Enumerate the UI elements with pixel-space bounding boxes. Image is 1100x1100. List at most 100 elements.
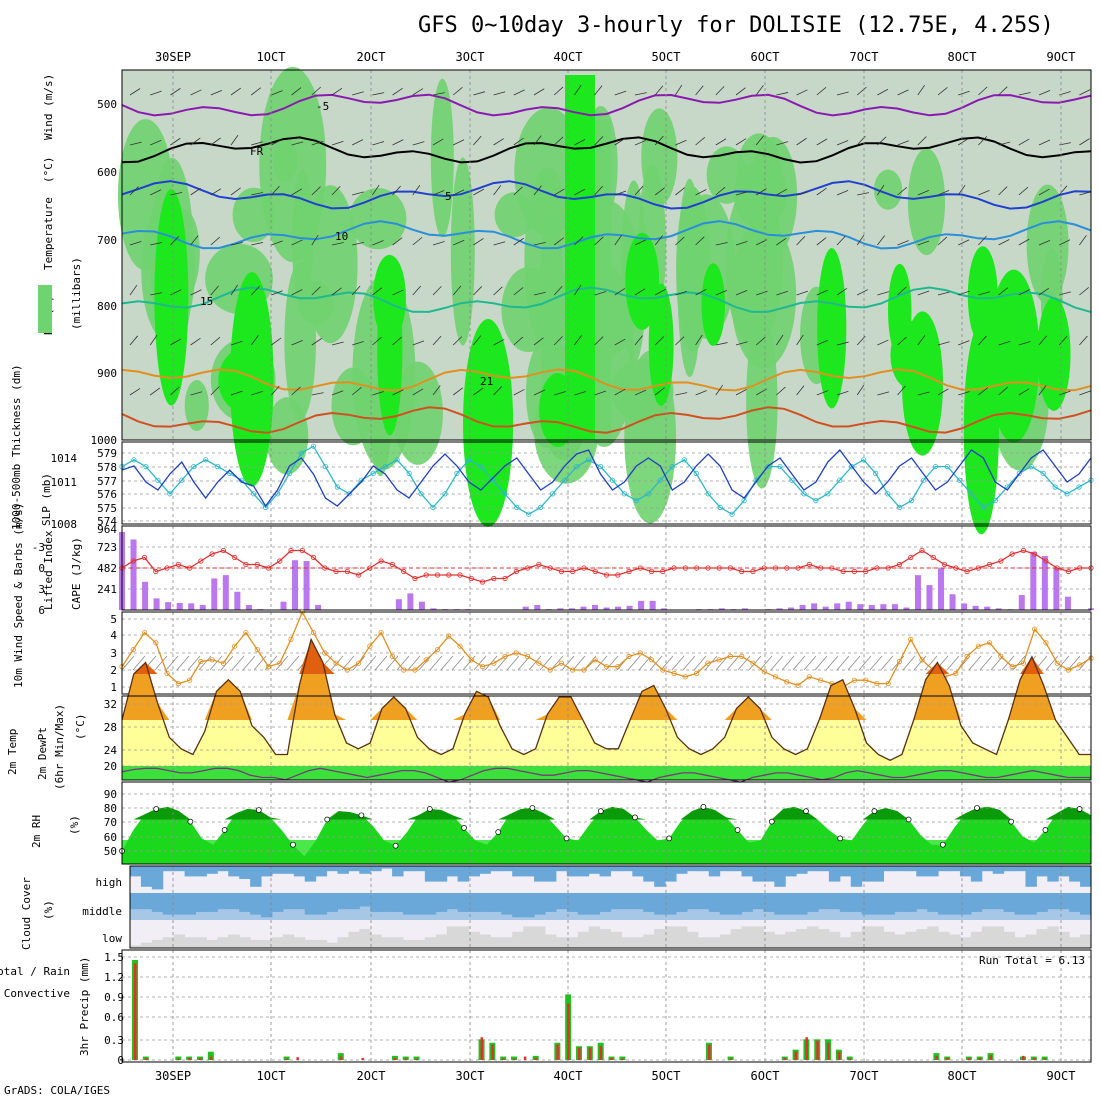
wind-speed-marker: [1043, 640, 1049, 646]
surface-wind-barb: [187, 655, 201, 671]
bottom-date-axis: 30SEP 1OCT 2OCT 3OCT 4OCT 5OCT 6OCT 7OCT 8OCT 9OC…: [155, 1069, 1076, 1083]
cloud-high-bar: [807, 866, 819, 872]
wind-barb: [412, 141, 425, 146]
top-date-axis: 30SEP 1OCT 2OCT 3OCT 4OCT 5OCT 6OCT 7OCT 8OCT 9OC…: [155, 50, 1076, 64]
wind-barb: [735, 290, 748, 296]
cloud-middle-label: middle: [82, 905, 122, 918]
wind-barb: [412, 388, 424, 396]
wind-barb: [877, 136, 887, 146]
wind-barb: [372, 184, 380, 196]
precip-convective-bar: [1043, 1058, 1047, 1060]
cloud-low-bar: [173, 934, 186, 948]
top-date-label: 30SEP: [155, 50, 191, 64]
rh-marker: [324, 816, 331, 823]
wind-barb: [594, 136, 604, 146]
thickness-marker: [143, 463, 149, 470]
wind-barb: [1038, 239, 1051, 246]
surface-wind-barb: [990, 655, 1004, 671]
thickness-marker: [573, 463, 580, 470]
wind-barb: [533, 389, 546, 396]
thickness-marker: [1052, 484, 1058, 490]
isotherm-line: [121, 368, 1092, 392]
surface-wind-barb: [704, 655, 718, 671]
cloud-low-bar: [403, 939, 415, 948]
wind-barb: [210, 137, 221, 146]
precip-convective-bar: [621, 1058, 624, 1060]
precip-total-bar: [175, 1056, 182, 1060]
wind-barb: [574, 84, 582, 96]
cloud-low-bar: [479, 934, 491, 948]
wind-barb: [1038, 188, 1050, 196]
cloud-low-bar: [184, 937, 197, 948]
cloud-high-bar: [774, 866, 786, 887]
wind-barb: [897, 385, 906, 396]
wind-label: Wind (m/s): [42, 74, 55, 140]
wind-barb: [230, 187, 241, 196]
wind-barb: [190, 235, 199, 246]
surface-wind-barb: [363, 655, 377, 671]
cloud-high-bar: [523, 866, 535, 877]
wind-barb: [271, 139, 283, 146]
wind-barb: [372, 141, 385, 146]
thickness-marker: [585, 457, 592, 463]
wind-barb: [715, 289, 728, 296]
wind-barb: [473, 188, 485, 196]
rh-saturated-patch: [987, 269, 1040, 443]
wind-barb: [715, 186, 726, 196]
surface-wind-barb: [374, 655, 388, 671]
wind-barb: [291, 386, 301, 396]
wind-speed-marker: [468, 657, 474, 663]
surface-wind-barb: [913, 655, 927, 671]
cloud-low-bar: [1025, 934, 1037, 948]
wind-barb: [877, 339, 889, 346]
cloud-high-bar: [184, 866, 197, 877]
wind-barb: [634, 335, 643, 346]
rh-area: [122, 806, 1091, 864]
li-marker: [209, 551, 215, 557]
wind-barb: [452, 285, 462, 296]
top-date-label: 2OCT: [357, 50, 386, 64]
cape-bar: [557, 608, 564, 610]
thickness-marker: [538, 504, 544, 510]
cape-bar: [430, 608, 437, 610]
cloud-high-bar: [228, 866, 240, 877]
wind-barb: [978, 291, 991, 296]
pressure-tick: 900: [97, 367, 117, 380]
cloud-high-bar: [1069, 866, 1081, 882]
wind-barb: [937, 87, 948, 96]
cloud-low-bar: [992, 926, 1005, 948]
cape-tick: 482: [97, 562, 117, 575]
cape-bar: [315, 605, 322, 610]
wind-barb: [150, 189, 162, 196]
wind-barb: [574, 391, 587, 396]
surface-wind-barb: [429, 655, 443, 671]
wind-barb: [735, 138, 747, 146]
rh-marker: [632, 814, 638, 821]
wind-barb: [695, 137, 706, 146]
wind-barb: [493, 286, 503, 296]
wind-barb: [493, 138, 504, 146]
wind-barb: [210, 188, 222, 196]
surface-wind-barb: [693, 655, 707, 671]
cloud-low-bar: [807, 926, 819, 948]
rh-marker: [290, 841, 296, 848]
wind-barb: [291, 141, 304, 146]
wind-barb: [856, 335, 866, 346]
wind-barb: [735, 241, 748, 246]
cape-bar: [649, 600, 656, 610]
precip-convective-bar: [491, 1044, 494, 1060]
cloud-low-bar: [632, 937, 644, 948]
cloud-low-bar: [555, 937, 568, 948]
li-marker: [1043, 558, 1049, 564]
cape-bar: [130, 539, 137, 610]
rh-moist-patch: [184, 380, 209, 431]
cloud-high-bar: [1003, 866, 1016, 872]
wind-barb: [755, 85, 764, 96]
cloud-high-bar: [817, 866, 830, 872]
cloud-high-bar: [588, 866, 601, 874]
wind-barb: [856, 86, 867, 96]
wind-barb: [614, 338, 626, 346]
wind-barb: [897, 186, 908, 196]
wind-barb: [1058, 185, 1068, 196]
thickness-marker: [322, 463, 328, 470]
